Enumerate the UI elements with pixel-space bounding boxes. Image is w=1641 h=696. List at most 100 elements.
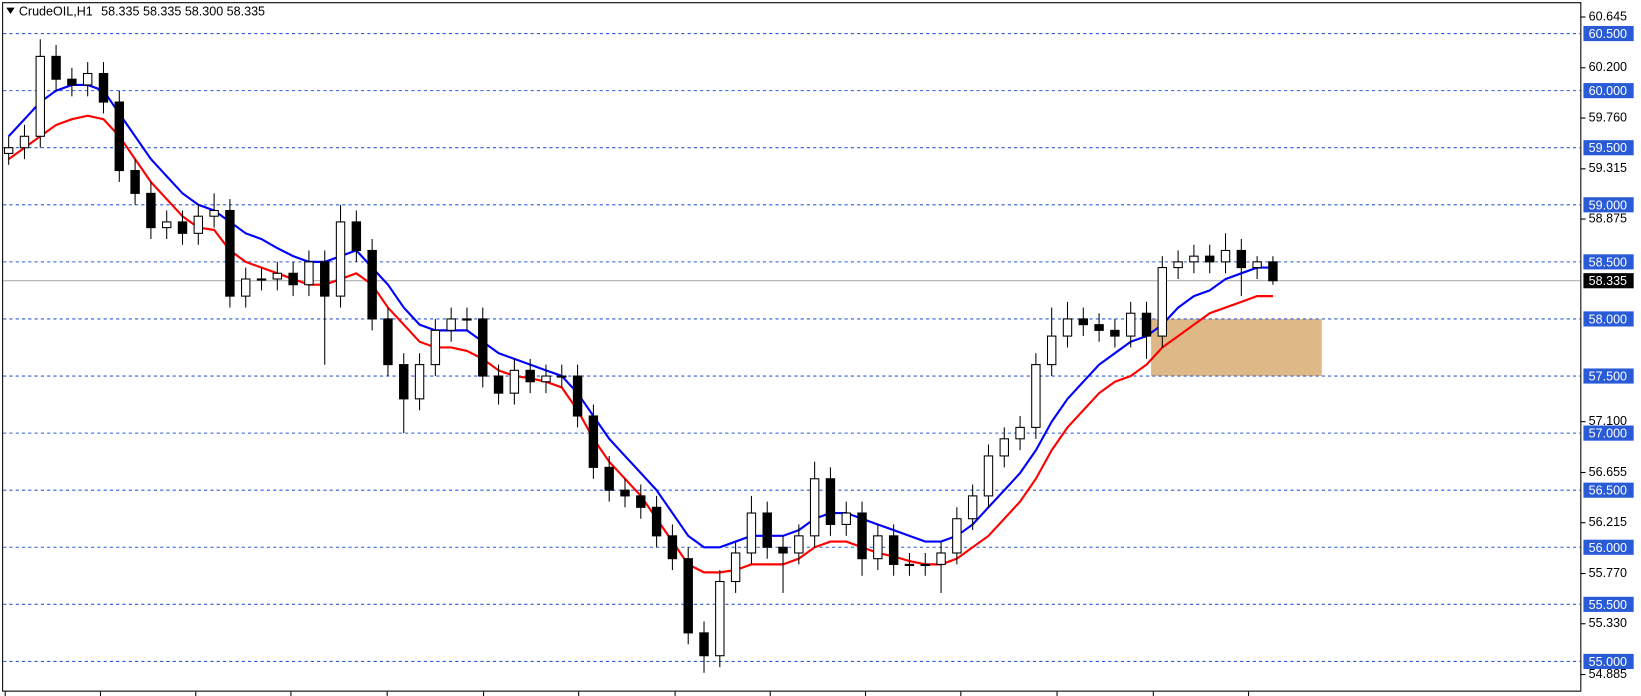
candle-body bbox=[762, 512, 772, 548]
candle-body bbox=[620, 489, 630, 497]
candle-body bbox=[241, 278, 251, 297]
level-label-box bbox=[1583, 482, 1634, 498]
candle-body bbox=[288, 272, 298, 286]
candle-body bbox=[699, 632, 709, 657]
level-label: 57.000 bbox=[1589, 425, 1627, 440]
candle-body bbox=[1189, 255, 1199, 263]
y-tick-label: 60.200 bbox=[1589, 59, 1627, 74]
level-label-box bbox=[1583, 311, 1634, 327]
plot-frame bbox=[2, 2, 1582, 692]
candle-body bbox=[67, 78, 77, 86]
candle-body bbox=[967, 495, 978, 520]
candle-body bbox=[525, 369, 535, 383]
candle-body bbox=[1205, 255, 1215, 263]
candle-body bbox=[209, 209, 219, 217]
candle-body bbox=[1268, 261, 1278, 282]
level-label: 55.500 bbox=[1589, 597, 1627, 612]
level-label-box bbox=[1583, 425, 1634, 441]
last-price-label: 58.335 bbox=[1589, 273, 1627, 288]
level-label-box bbox=[1583, 25, 1634, 42]
candle-body bbox=[225, 209, 235, 297]
zone bbox=[1151, 318, 1322, 377]
candle-body bbox=[651, 506, 662, 537]
candle-body bbox=[98, 72, 109, 103]
candle-body bbox=[1157, 267, 1168, 337]
candle-body bbox=[904, 563, 915, 567]
level-label: 57.500 bbox=[1589, 368, 1627, 383]
candle-body bbox=[3, 147, 14, 154]
candle-body bbox=[399, 364, 409, 400]
y-tick-label: 56.215 bbox=[1589, 514, 1627, 529]
candle-body bbox=[1062, 318, 1073, 337]
candle-body bbox=[1015, 426, 1025, 440]
candle-body bbox=[1220, 249, 1231, 263]
candle-body bbox=[509, 369, 520, 394]
candle-body bbox=[367, 249, 377, 320]
y-tick-label: 60.645 bbox=[1589, 8, 1627, 23]
candle-body bbox=[493, 375, 504, 394]
menu-arrow bbox=[6, 7, 15, 15]
candle-body bbox=[1141, 312, 1152, 337]
level-label: 58.500 bbox=[1589, 254, 1627, 269]
candle-body bbox=[1094, 324, 1104, 331]
candle-body bbox=[1236, 249, 1247, 269]
candle-body bbox=[983, 455, 994, 497]
candle-body bbox=[430, 329, 441, 366]
candle-body bbox=[1173, 261, 1183, 269]
candle-body bbox=[51, 55, 61, 80]
candle-body bbox=[936, 552, 946, 565]
y-tick-label: 55.770 bbox=[1589, 565, 1627, 580]
level-label-box bbox=[1583, 197, 1634, 213]
level-label: 59.000 bbox=[1589, 197, 1627, 212]
candle-body bbox=[19, 135, 30, 149]
candle-body bbox=[351, 221, 362, 251]
chart-title: CrudeOIL,H1 bbox=[19, 3, 93, 18]
level-label-box bbox=[1583, 254, 1634, 270]
candle-body bbox=[462, 318, 472, 321]
y-tick-label: 58.875 bbox=[1589, 210, 1627, 225]
candle-body bbox=[82, 72, 93, 86]
level-label-box bbox=[1583, 539, 1634, 555]
candle-body bbox=[999, 438, 1009, 457]
level-label-box bbox=[1583, 140, 1634, 156]
candle-body bbox=[541, 375, 551, 383]
candle-body bbox=[335, 221, 346, 297]
candle-body bbox=[557, 375, 567, 378]
candle-body bbox=[841, 512, 851, 525]
candle-body bbox=[35, 55, 45, 137]
y-tick-label: 56.655 bbox=[1589, 464, 1627, 479]
level-label-box bbox=[1583, 653, 1634, 669]
candle-body bbox=[1046, 335, 1057, 366]
candle-body bbox=[588, 415, 599, 468]
level-label: 60.500 bbox=[1589, 26, 1627, 41]
y-tick-label: 59.760 bbox=[1589, 109, 1627, 124]
y-tick-label: 57.100 bbox=[1589, 413, 1627, 428]
candle-body bbox=[1125, 312, 1136, 337]
candle-body bbox=[715, 580, 725, 657]
y-tick-label: 59.315 bbox=[1589, 160, 1627, 175]
candle-body bbox=[446, 318, 456, 331]
level-label: 59.500 bbox=[1589, 140, 1627, 155]
candle-body bbox=[414, 364, 425, 400]
candle-body bbox=[920, 563, 930, 567]
y-tick-label: 54.885 bbox=[1589, 666, 1627, 681]
candle-body bbox=[1078, 318, 1088, 326]
candle-body bbox=[636, 495, 646, 508]
candle-body bbox=[304, 261, 314, 286]
candle-body bbox=[794, 535, 804, 554]
candle-body bbox=[272, 272, 283, 280]
level-label: 58.000 bbox=[1589, 311, 1627, 326]
candle-body bbox=[114, 101, 125, 172]
level-label-box bbox=[1583, 368, 1634, 384]
level-label: 56.500 bbox=[1589, 483, 1627, 498]
candle-body bbox=[1110, 329, 1120, 337]
last-price-box bbox=[1583, 273, 1634, 289]
candle-body bbox=[193, 215, 204, 234]
candle-body bbox=[256, 278, 267, 281]
candle-body bbox=[667, 535, 678, 560]
candle-body bbox=[161, 221, 172, 229]
level-label-box bbox=[1583, 83, 1634, 99]
candle-body bbox=[778, 546, 788, 554]
candle-body bbox=[873, 535, 883, 560]
